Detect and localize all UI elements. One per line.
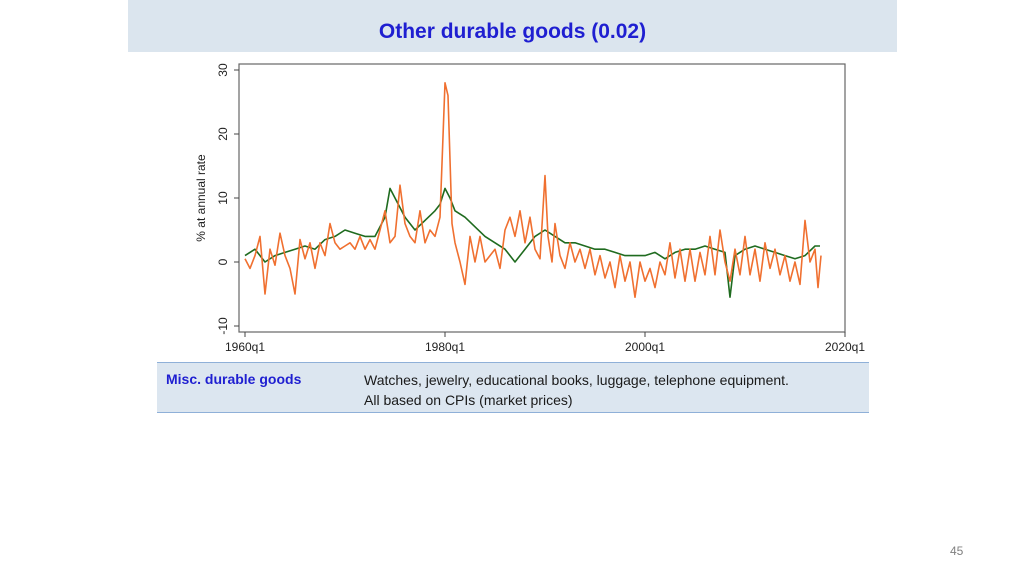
- y-tick-label: 20: [216, 127, 230, 141]
- series-line-2: [244, 82, 822, 298]
- y-tick-label: -10: [216, 317, 230, 335]
- info-label: Misc. durable goods: [166, 371, 302, 387]
- x-tick-label: 2020q1: [825, 340, 865, 354]
- series-line-1: [244, 187, 820, 298]
- y-tick-label: 10: [216, 191, 230, 205]
- info-line-2: All based on CPIs (market prices): [364, 392, 573, 408]
- chart-series: [244, 82, 822, 298]
- chart-axes: [234, 63, 846, 337]
- plot-frame: [238, 63, 846, 333]
- x-tick-label: 2000q1: [625, 340, 665, 354]
- title-band: Other durable goods (0.02): [128, 0, 897, 52]
- y-tick-label: 0: [216, 258, 230, 265]
- x-tick-label: 1960q1: [225, 340, 265, 354]
- info-description: Watches, jewelry, educational books, lug…: [364, 370, 789, 410]
- page-number: 45: [950, 544, 964, 558]
- x-tick-label: 1980q1: [425, 340, 465, 354]
- chart-labels: -10 0 10 20 30 1960q1 1980q1 2000q1 2020q1 % at a…: [194, 63, 865, 354]
- slide-title: Other durable goods (0.02): [378, 20, 647, 43]
- line-chart: -10 0 10 20 30 1960q1 1980q1 2000q1 2020q1 % at a…: [194, 63, 865, 354]
- info-line-1: Watches, jewelry, educational books, lug…: [364, 372, 789, 388]
- y-axis-label: % at annual rate: [194, 154, 208, 242]
- info-box: Misc. durable goods Watches, jewelry, ed…: [157, 362, 869, 413]
- y-tick-label: 30: [216, 63, 230, 77]
